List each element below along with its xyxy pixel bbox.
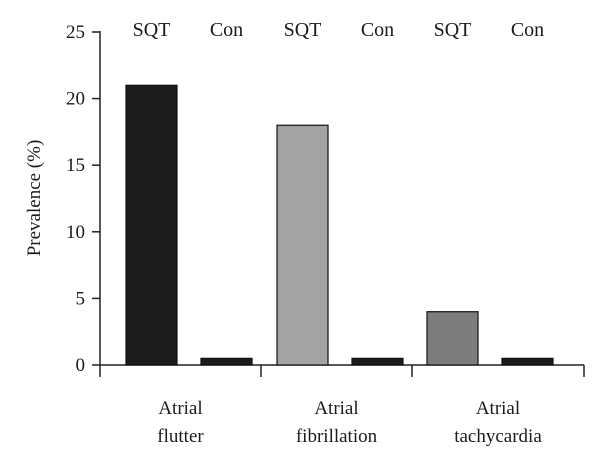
bar-label: Con xyxy=(361,19,394,41)
bar-label: SQT xyxy=(133,19,171,41)
y-tick-label: 25 xyxy=(66,22,85,43)
y-tick-label: 0 xyxy=(76,355,86,376)
bar-con xyxy=(200,357,253,366)
y-tick-label: 20 xyxy=(66,89,85,110)
bar-sqt xyxy=(426,311,479,366)
bar-label: SQT xyxy=(284,19,322,41)
bar-label: Con xyxy=(210,19,243,41)
bar-label: SQT xyxy=(434,19,472,41)
y-tick-label: 15 xyxy=(66,155,85,176)
bar-sqt xyxy=(276,124,329,366)
bar-con xyxy=(351,357,404,366)
bar-con xyxy=(501,357,554,366)
category-label: Atrial xyxy=(314,398,358,419)
category-label: fibrillation xyxy=(296,426,378,447)
bar-label: Con xyxy=(511,19,544,41)
category-label: Atrial xyxy=(476,398,520,419)
bar-sqt xyxy=(125,84,178,366)
category-label: flutter xyxy=(157,426,204,447)
y-tick-label: 10 xyxy=(66,222,85,243)
y-tick-label: 5 xyxy=(76,288,86,309)
plot-area: 0 5 10 15 20 25 SQT Con SQT Con SQT Con Atrial flutte… xyxy=(66,19,585,447)
category-label: tachycardia xyxy=(454,426,542,447)
y-axis-label: Prevalence (%) xyxy=(24,140,45,257)
category-label: Atrial xyxy=(158,398,202,419)
